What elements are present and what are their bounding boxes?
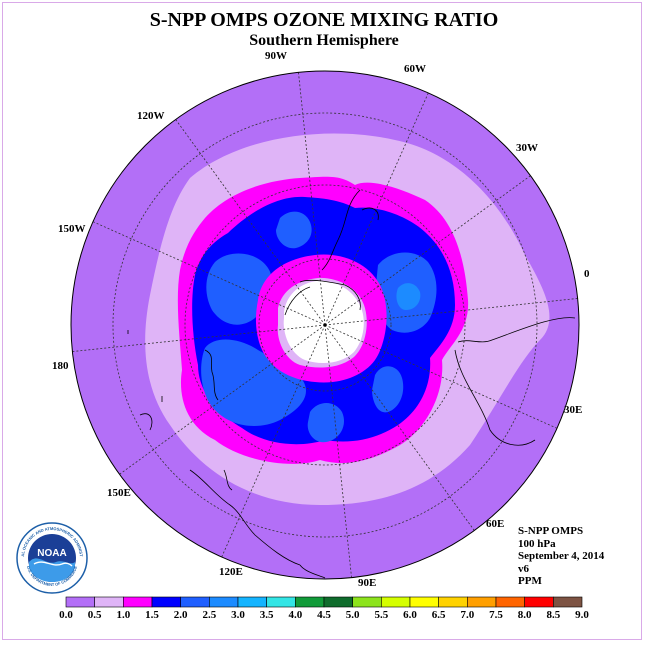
colorbar-swatch — [352, 596, 382, 608]
colorbar-tick-label: 2.5 — [202, 609, 217, 621]
colorbar-swatch — [266, 596, 296, 608]
colorbar-swatch — [94, 596, 124, 608]
colorbar-tick-label: 1.5 — [145, 609, 159, 621]
lon-label-90e: 90E — [358, 577, 377, 589]
lon-label-0: 0 — [584, 268, 590, 280]
band-2.0-2.5 — [201, 339, 306, 426]
colorbar-tick-label: 0.5 — [87, 609, 102, 621]
lon-label-30e: 30E — [564, 404, 583, 416]
noaa-logo-text: NOAA — [37, 548, 66, 559]
figure-frame — [2, 2, 642, 640]
plot-info: S-NPP OMPS 100 hPa September 4, 2014 v6 … — [518, 525, 604, 588]
colorbar-tick-label: 8.0 — [517, 609, 532, 621]
colorbar-tick-label: 6.0 — [403, 609, 417, 621]
lon-label-90w: 90W — [265, 50, 287, 62]
latitude-circle — [112, 112, 538, 538]
lon-label-150w: 150W — [58, 223, 86, 235]
colorbar-swatch — [209, 596, 239, 608]
colorbar-tick-label: 4.5 — [317, 609, 331, 621]
colorbar-swatch — [409, 596, 439, 608]
colorbar-tick-label: 0.0 — [59, 609, 73, 621]
colorbar-swatch — [123, 596, 153, 608]
colorbar-swatch — [323, 596, 353, 608]
observation-date: September 4, 2014 — [518, 550, 605, 562]
map-boundary — [70, 70, 580, 580]
colorbar-swatch — [495, 596, 525, 608]
colorbar-swatch — [381, 596, 411, 608]
lon-label-120w: 120W — [137, 110, 165, 122]
latitude-circle — [258, 258, 392, 392]
colorbar-tick-label: 3.5 — [259, 609, 274, 621]
colorbar-tick-label: 5.0 — [345, 609, 360, 621]
colorbar-tick-label: 1.0 — [116, 609, 131, 621]
colorbar-swatch — [237, 596, 267, 608]
colorbar-tick-label: 6.5 — [431, 609, 446, 621]
lon-label-30w: 30W — [516, 142, 538, 154]
colorbar-swatch — [438, 596, 468, 608]
colorbar-tick-label: 2.0 — [173, 609, 188, 621]
colorbar-tick-label: 7.0 — [460, 609, 475, 621]
polar-no-data — [283, 280, 364, 364]
pressure-level: 100 hPa — [518, 537, 556, 550]
south-pole-marker — [323, 323, 327, 327]
colorbar-tick-label: 8.5 — [546, 609, 561, 621]
colorbar-swatch — [524, 596, 554, 608]
latitude-circle — [184, 184, 466, 466]
product-version: v6 — [518, 562, 529, 575]
colorbar-tick-label: 5.5 — [374, 609, 389, 621]
lon-label-120e: 120E — [219, 566, 243, 578]
colorbar-tick-label: 3.0 — [231, 609, 245, 621]
colorbar-tick-label: 9.0 — [575, 609, 589, 621]
lon-label-150e: 150E — [107, 487, 131, 499]
colorbar-swatch — [180, 596, 210, 608]
noaa-logo: NOAA NATIONAL OCEANIC AND ATMOSPHERIC AD… — [16, 522, 88, 594]
colorbar-swatch — [65, 596, 95, 608]
lon-label-60e: 60E — [486, 518, 505, 530]
colorbar-swatch — [295, 596, 325, 608]
coastlines — [127, 189, 576, 579]
colorbar-swatch — [151, 596, 181, 608]
colorbar-swatch — [553, 596, 583, 608]
instrument-name: S-NPP OMPS — [518, 525, 584, 537]
page-title: S-NPP OMPS OZONE MIXING RATIO — [149, 9, 499, 31]
colorbar-tick-label: 7.5 — [489, 609, 503, 621]
lon-label-60w: 60W — [404, 63, 426, 75]
units-label: PPM — [518, 575, 542, 587]
graticule — [72, 72, 578, 578]
lon-label-180: 180 — [52, 360, 69, 372]
page-subtitle: Southern Hemisphere — [249, 32, 399, 49]
colorbar-swatch — [467, 596, 497, 608]
colorbar-tick-label: 4.0 — [288, 609, 303, 621]
